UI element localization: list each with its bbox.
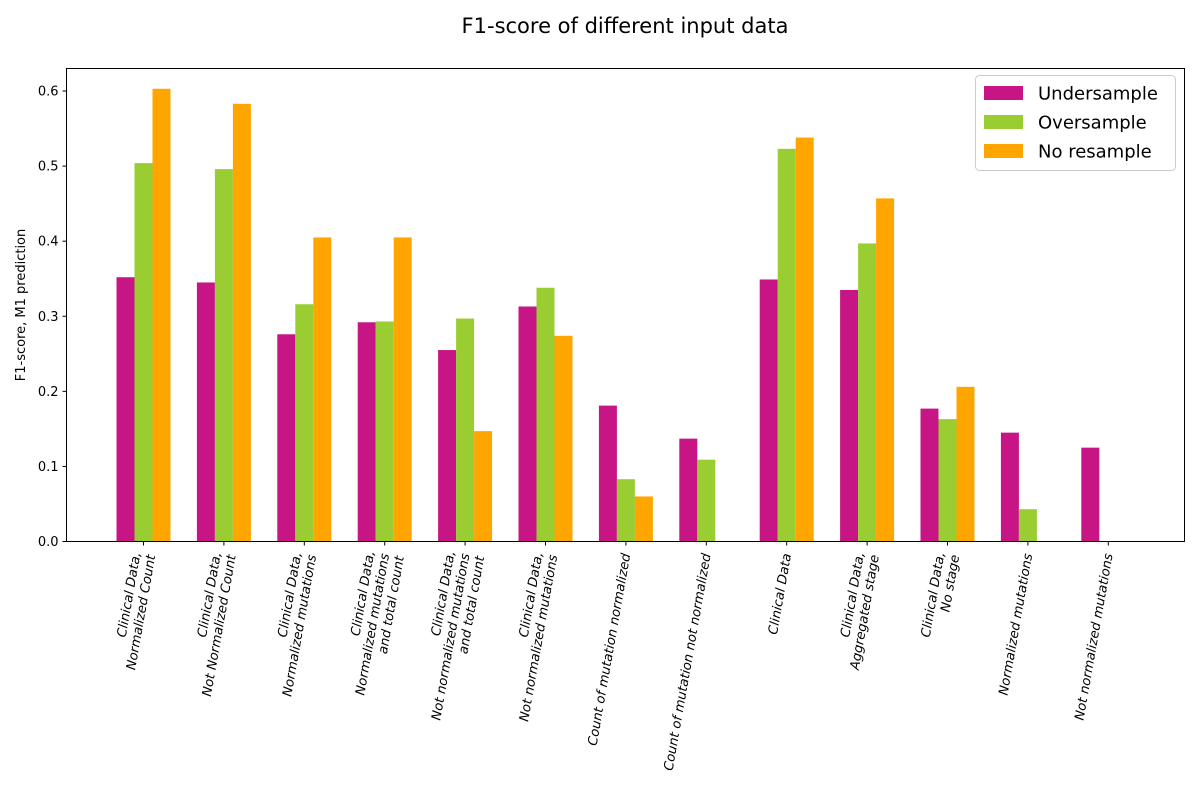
bar [1081,447,1100,542]
bar [920,408,939,542]
y-tick-label: 0.0 [38,535,59,550]
x-tick-label: Clinical Data,Not Normalized Count [195,551,240,698]
bar [518,306,537,542]
bar [938,419,957,542]
legend-swatch [984,115,1023,129]
bar [858,243,877,542]
bar [313,237,332,542]
x-tick-label: Clinical Data,No stage [919,551,964,638]
legend-label: Oversample [1038,113,1147,134]
bar [116,277,135,542]
bar [277,334,296,542]
legend-box [975,75,1176,171]
y-tick-label: 0.2 [38,385,59,400]
x-tick-label: Not normalized mutations [1073,552,1117,721]
bar [679,438,698,542]
bar [152,88,171,542]
bar [840,289,859,542]
x-axis: Clinical Data,Normalized Count Clinical D… [115,541,1117,772]
bar [598,405,617,542]
legend: Undersample Oversample No resample [975,75,1176,171]
y-tick-label: 0.3 [38,310,59,325]
bar [393,237,412,542]
bar [357,322,376,542]
x-tick-label-line: Clinical Data [766,552,795,635]
bar [196,282,215,542]
legend-swatch [984,144,1023,158]
x-tick-label: Count of mutation not normalized [662,552,715,772]
bar [134,163,153,542]
y-tick-label: 0.4 [38,235,59,250]
y-axis: 0.0 0.1 0.2 0.3 0.4 0.5 0.6 [38,85,67,550]
y-axis-label: F1-score, M1 prediction [14,229,29,381]
y-tick-label: 0.6 [38,85,59,100]
x-tick-label: Clinical Data,Normalized Count [115,551,160,671]
bar [956,386,975,542]
y-tick-label: 0.1 [38,460,59,475]
y-tick-label: 0.5 [38,160,59,175]
x-tick-label-line: Not normalized mutations [1073,552,1117,721]
bar [777,148,796,542]
x-tick-label: Clinical Data,Not normalized mutationsan… [429,550,488,722]
x-tick-label: Clinical Data,Normalized mutations [276,551,321,698]
bar [536,287,555,542]
legend-label: Undersample [1038,84,1158,105]
bar [759,279,778,542]
bar [214,169,233,542]
bar [1000,432,1019,542]
x-tick-label: Count of mutation normalized [586,552,635,747]
bar [474,431,493,542]
x-tick-label: Clinical Data,Aggregated stage [838,551,883,672]
x-tick-label-line: Count of mutation normalized [586,552,635,747]
bar [697,459,716,542]
legend-label: No resample [1038,142,1152,163]
plot-frame [66,68,1185,542]
bar [554,335,573,542]
bar [438,350,457,542]
bar [616,479,635,542]
bar [634,496,653,542]
bar [375,321,394,542]
bar [232,103,251,542]
x-tick-label: Normalized mutations [997,552,1037,696]
x-tick-label-line: Count of mutation not normalized [662,552,715,772]
bar [876,198,895,542]
bar [456,318,475,542]
legend-swatch [984,86,1023,100]
bar [295,304,314,542]
chart-title: F1-score of different input data [462,14,789,38]
bar [1018,509,1037,542]
x-tick-label-line: Normalized mutations [997,552,1037,696]
bar [795,137,814,542]
x-tick-label: Clinical Data [766,552,795,635]
x-tick-label: Clinical Data,Not normalized mutations [517,551,562,723]
bars-layer [116,88,1100,542]
